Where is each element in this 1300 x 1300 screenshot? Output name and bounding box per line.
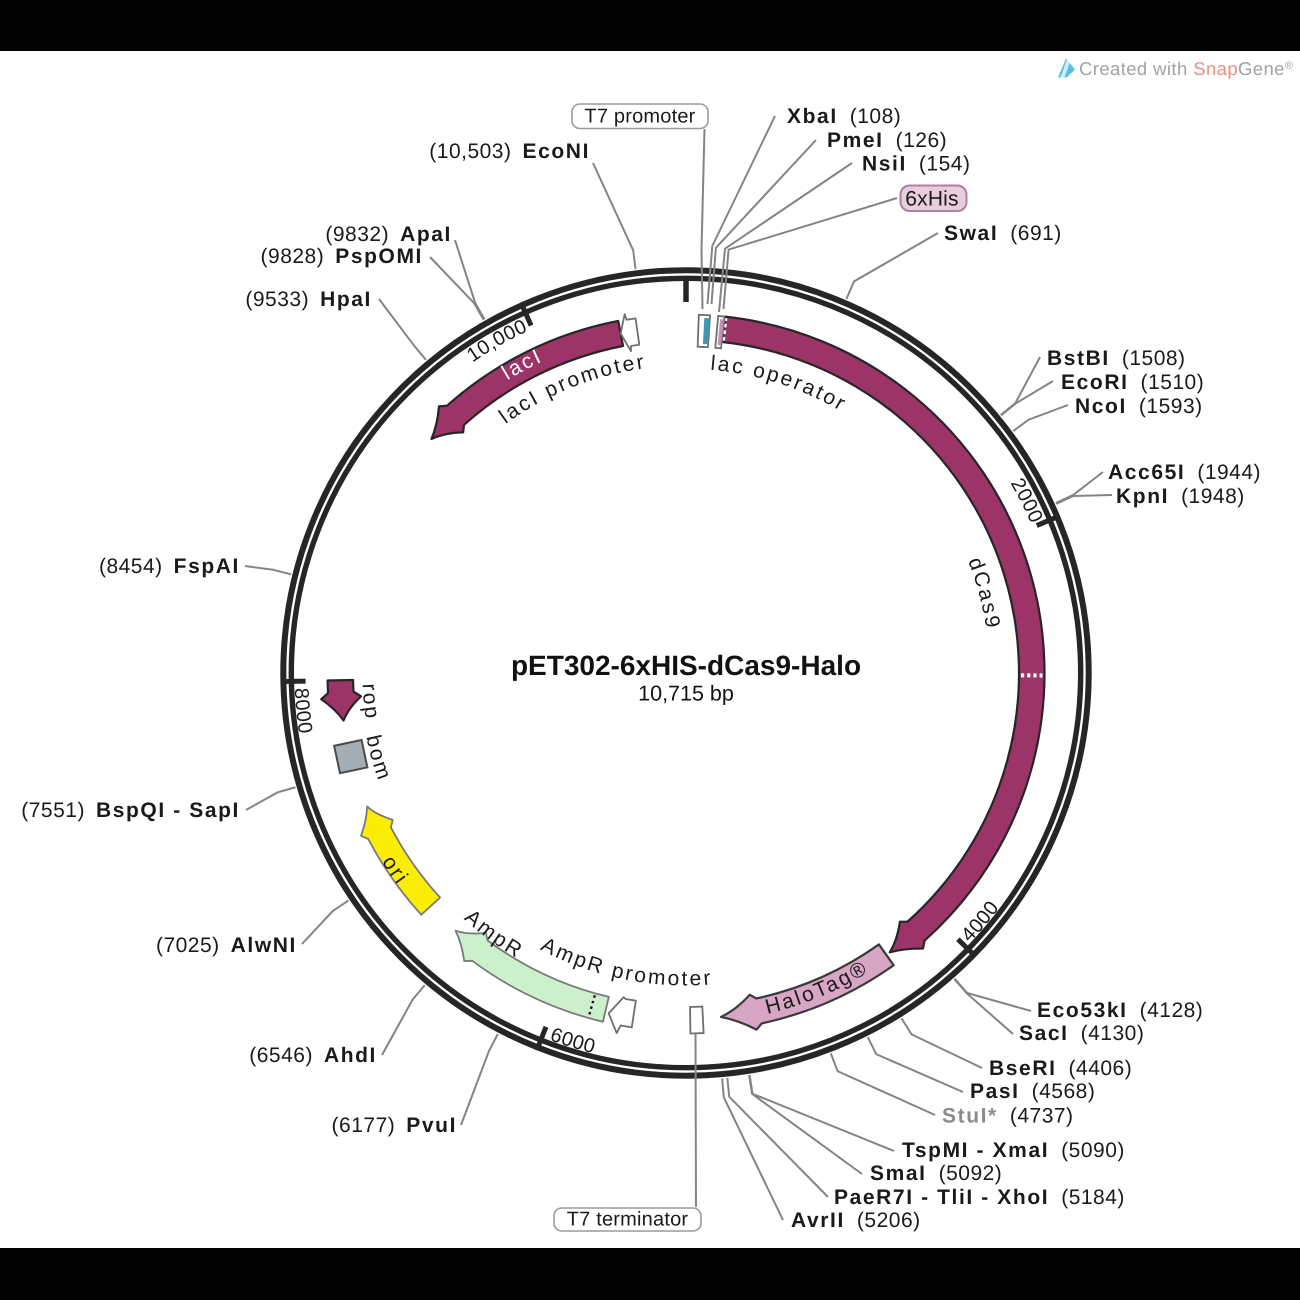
svg-text:8000: 8000 (290, 687, 316, 735)
svg-text:NsiI(154): NsiI (154) (862, 152, 970, 175)
svg-text:Eco53kI(4128): Eco53kI (4128) (1037, 999, 1203, 1022)
svg-text:T7 terminator: T7 terminator (567, 1209, 689, 1231)
svg-text:pET302-6xHIS-dCas9-Halo: pET302-6xHIS-dCas9-Halo (511, 650, 861, 681)
svg-text:(6177)PvuI: (6177) PvuI (332, 1114, 457, 1137)
svg-text:(7025)AlwNI: (7025) AlwNI (156, 934, 297, 957)
svg-text:BstBI(1508): BstBI (1508) (1047, 347, 1186, 370)
svg-text:10,715 bp: 10,715 bp (638, 682, 734, 706)
svg-text:rop: rop (358, 683, 384, 722)
svg-text:(9832)ApaI: (9832) ApaI (325, 223, 452, 246)
svg-text:(10,503)EcoNI: (10,503) EcoNI (429, 140, 590, 163)
svg-text:(9533)HpaI: (9533) HpaI (245, 288, 372, 311)
svg-text:SwaI(691): SwaI (691) (944, 222, 1062, 245)
svg-text:AvrII(5206): AvrII (5206) (791, 1209, 921, 1232)
svg-text:StuI*(4737): StuI* (4737) (942, 1104, 1074, 1127)
svg-text:(9828)PspOMI: (9828) PspOMI (261, 245, 423, 268)
svg-text:PaeR7I - TliI - XhoI(5184): PaeR7I - TliI - XhoI (5184) (834, 1186, 1125, 1209)
svg-text:KpnI(1948): KpnI (1948) (1116, 485, 1245, 508)
svg-text:PasI(4568): PasI (4568) (970, 1080, 1095, 1103)
svg-text:(6546)AhdI: (6546) AhdI (249, 1044, 377, 1067)
svg-text:SacI(4130): SacI (4130) (1019, 1022, 1144, 1045)
svg-text:BseRI(4406): BseRI (4406) (989, 1057, 1132, 1080)
svg-text:EcoRI(1510): EcoRI (1510) (1061, 371, 1204, 394)
svg-text:SmaI(5092): SmaI (5092) (870, 1162, 1002, 1185)
svg-text:PmeI(126): PmeI (126) (827, 129, 947, 152)
svg-text:TspMI - XmaI(5090): TspMI - XmaI (5090) (902, 1139, 1125, 1162)
svg-text:(8454)FspAI: (8454) FspAI (99, 555, 240, 578)
svg-text:XbaI(108): XbaI (108) (787, 105, 901, 128)
svg-text:6xHis: 6xHis (905, 188, 959, 211)
svg-text:Acc65I(1944): Acc65I (1944) (1108, 461, 1261, 484)
svg-text:(7551)BspQI - SapI: (7551) BspQI - SapI (21, 799, 240, 822)
svg-text:Created with SnapGene®: Created with SnapGene® (1079, 58, 1293, 79)
svg-text:NcoI(1593): NcoI (1593) (1075, 395, 1203, 418)
svg-text:T7 promoter: T7 promoter (584, 105, 695, 127)
